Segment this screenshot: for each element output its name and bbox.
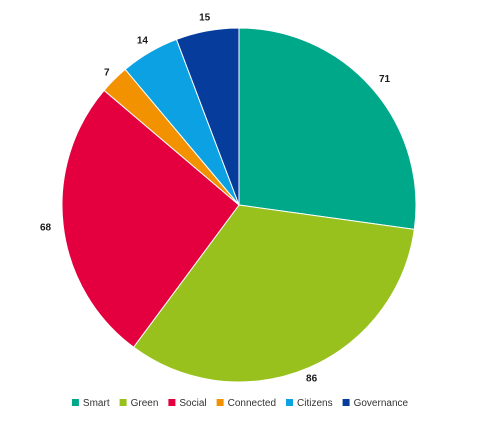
- legend-item-governance: Governance: [342, 398, 409, 409]
- legend-item-citizens: Citizens: [286, 398, 333, 409]
- data-label-citizens: 14: [137, 36, 149, 47]
- data-label-governance: 15: [199, 12, 211, 23]
- legend-label-citizens: Citizens: [297, 398, 333, 409]
- legend-swatch-citizens: [286, 399, 294, 406]
- pie-slice-green: [132, 204, 415, 383]
- legend-item-connected: Connected: [216, 398, 276, 409]
- legend-swatch-connected: [216, 399, 224, 406]
- legend: Smart Green Social Connected Citizens Governa…: [71, 398, 409, 409]
- legend-label-smart: Smart: [83, 398, 110, 409]
- legend-item-social: Social: [168, 398, 207, 409]
- pie-slice-governance: [175, 27, 240, 206]
- legend-label-governance: Governance: [354, 398, 409, 409]
- pie-slice-social: [61, 89, 240, 348]
- pie-slices: [61, 27, 417, 383]
- legend-label-green: Green: [131, 398, 159, 409]
- legend-label-connected: Connected: [228, 398, 276, 409]
- data-labels: 71 86 68 7 14 15: [40, 12, 391, 384]
- legend-swatch-governance: [342, 399, 350, 406]
- legend-swatch-smart: [71, 399, 79, 406]
- data-label-connected: 7: [104, 67, 110, 78]
- legend-swatch-social: [168, 399, 176, 406]
- data-label-social: 68: [40, 223, 52, 234]
- legend-item-smart: Smart: [71, 398, 110, 409]
- pie-slice-smart: [238, 27, 417, 230]
- legend-swatch-green: [119, 399, 127, 406]
- legend-label-social: Social: [179, 398, 206, 409]
- data-label-green: 86: [306, 374, 318, 385]
- legend-item-green: Green: [119, 398, 159, 409]
- data-label-smart: 71: [379, 74, 391, 85]
